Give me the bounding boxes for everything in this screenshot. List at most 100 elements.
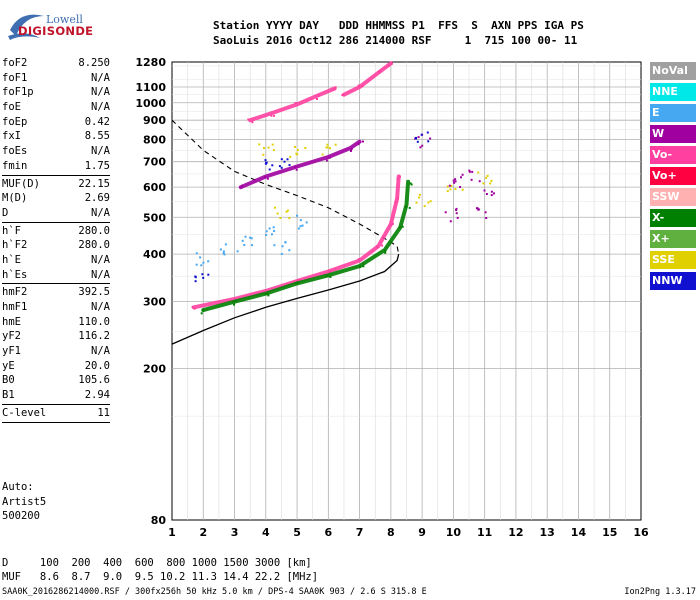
echo-point: [266, 293, 269, 296]
echo-point: [493, 192, 495, 195]
param-row: D N/A: [2, 206, 110, 221]
echo-point: [194, 280, 197, 283]
echo-point: [482, 182, 485, 185]
echo-point: [446, 185, 449, 188]
echo-point: [376, 245, 379, 248]
param-row: h`F2 280.0: [2, 238, 110, 253]
echo-point: [267, 294, 270, 297]
echo-point: [455, 209, 458, 211]
y-tick-label: 700: [143, 156, 166, 169]
y-tick-label: 800: [143, 134, 166, 147]
param-name: fmin: [2, 159, 28, 172]
echo-point: [476, 207, 479, 210]
echo-point: [396, 177, 399, 180]
param-name: foF1: [2, 71, 28, 84]
echo-point: [262, 153, 265, 156]
echo-point: [468, 170, 471, 173]
echo-point: [421, 144, 424, 147]
echo-point: [321, 153, 324, 156]
param-value: 105.6: [78, 374, 110, 387]
echo-point: [350, 148, 353, 150]
echo-point: [285, 210, 288, 213]
echo-point: [288, 164, 291, 167]
echo-point: [416, 140, 419, 143]
auto-artist: Artist5: [2, 495, 47, 508]
param-value: N/A: [91, 71, 110, 84]
echo-point: [288, 249, 291, 252]
param-value: N/A: [91, 301, 110, 313]
echo-point: [294, 145, 296, 148]
echo-point: [409, 182, 412, 185]
echo-point: [329, 276, 332, 278]
echo-point: [326, 146, 329, 149]
echo-point: [384, 251, 387, 254]
echo-point: [470, 178, 473, 181]
param-value: 392.5: [78, 286, 110, 299]
echo-trace: [191, 174, 401, 310]
echo-point: [328, 156, 331, 159]
header-row2: SaoLuis 2016 Oct12 286 214000 RSF 1 715 …: [213, 34, 578, 47]
x-tick-label: 10: [446, 526, 462, 539]
param-value: 2.69: [84, 192, 110, 205]
param-value: 20.0: [84, 359, 110, 372]
echo-point: [266, 177, 269, 180]
x-tick-label: 1: [168, 526, 176, 539]
param-value: 116.2: [78, 330, 110, 343]
echo-point: [426, 131, 429, 134]
echo-point: [423, 205, 426, 208]
echo-point: [195, 252, 198, 255]
logo-line2: DIGISONDE: [18, 24, 94, 38]
param-row: fmin 1.75: [2, 159, 110, 174]
echo-point: [485, 176, 488, 179]
echo-point: [191, 306, 194, 308]
echo-point: [484, 211, 487, 214]
param-row: MUF(D) 22.15: [2, 177, 110, 192]
echo-point: [429, 200, 432, 203]
echo-point: [391, 222, 394, 225]
x-tick-label: 6: [325, 526, 333, 539]
echo-point: [420, 133, 423, 136]
echo-point: [264, 176, 267, 178]
muf-value-row: MUF 8.6 8.7 9.0 9.5 10.2 11.3 14.4 22.2 …: [2, 571, 319, 583]
echo-point: [485, 193, 488, 195]
param-value: 8.250: [78, 57, 110, 69]
echo-point: [490, 179, 493, 182]
legend-item-ssw: SSW: [650, 188, 696, 206]
echo-point: [448, 184, 451, 187]
echo-point: [299, 219, 302, 222]
echo-point: [325, 274, 328, 277]
x-tick-label: 7: [356, 526, 364, 539]
echo-point: [271, 233, 273, 236]
echo-point: [446, 190, 449, 193]
echo-point: [274, 206, 276, 209]
echo-point: [295, 168, 298, 171]
echo-point: [485, 217, 488, 219]
y-tick-label: 900: [143, 114, 166, 127]
footer-info: SAA0K_2016286214000.RSF / 300fx256h 50 k…: [2, 587, 427, 597]
x-tick-label: 11: [477, 526, 492, 539]
echo-point: [296, 281, 299, 284]
echo-point: [272, 149, 275, 152]
auto-code: 500200: [2, 510, 40, 523]
y-tick-label: 300: [143, 296, 166, 309]
digisonde-logo: Lowell DIGISONDE: [6, 6, 166, 46]
param-separator: [2, 421, 110, 423]
echo-point: [267, 146, 270, 149]
x-tick-label: 13: [540, 526, 555, 539]
echo-point: [272, 226, 275, 229]
legend-item-vo: Vo-: [650, 146, 696, 164]
echo-point: [401, 225, 404, 228]
echo-point: [251, 121, 254, 124]
echo-point: [477, 171, 480, 174]
echo-point: [490, 194, 493, 197]
param-row: foF1 N/A: [2, 71, 110, 86]
legend-item-vo: Vo+: [650, 167, 696, 185]
param-value: 1.75: [84, 159, 110, 172]
echo-point: [280, 166, 283, 169]
echo-point: [305, 221, 308, 224]
echo-point: [334, 86, 337, 89]
echo-point: [265, 161, 268, 164]
param-name: hmF2: [2, 286, 28, 299]
param-row: foF1p N/A: [2, 85, 110, 100]
param-name: foE: [2, 101, 21, 114]
